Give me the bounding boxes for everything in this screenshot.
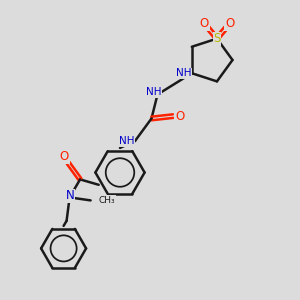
Text: CH₃: CH₃ — [99, 196, 116, 205]
Text: O: O — [60, 150, 69, 164]
Text: NH: NH — [146, 87, 162, 97]
Text: O: O — [175, 110, 184, 123]
Text: NH: NH — [176, 68, 191, 78]
Text: O: O — [225, 17, 234, 30]
Text: N: N — [66, 189, 75, 203]
Text: S: S — [213, 32, 220, 45]
Text: O: O — [200, 17, 209, 30]
Text: NH: NH — [119, 136, 134, 146]
